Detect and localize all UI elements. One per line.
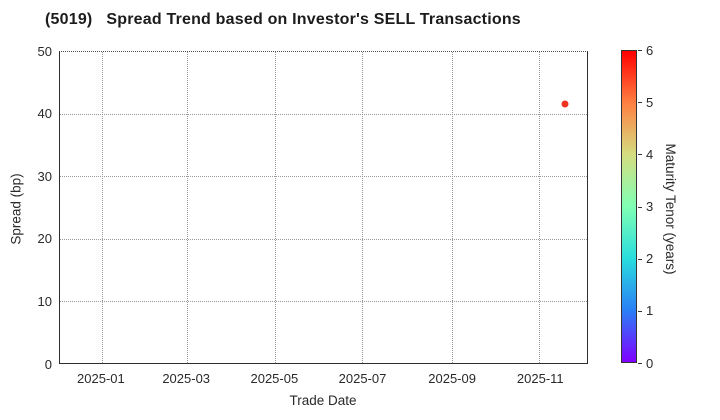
y-gridline: [60, 114, 587, 116]
y-tick-label: 20: [37, 231, 52, 247]
colorbar-tick: [638, 102, 642, 104]
x-gridline: [362, 52, 364, 363]
chart-title: (5019) Spread Trend based on Investor's …: [45, 11, 521, 28]
colorbar-tick: [638, 50, 642, 51]
y-gridline: [60, 176, 587, 178]
colorbar-tick: [638, 258, 642, 260]
x-axis-label: Trade Date: [289, 393, 357, 408]
colorbar-tick: [638, 206, 642, 208]
y-gridline: [60, 300, 587, 302]
y-tick-label: 40: [37, 106, 52, 122]
x-tick-label: 2025-05: [250, 371, 299, 386]
colorbar-gradient: [621, 50, 637, 363]
y-gridline: [60, 238, 587, 240]
x-gridline: [539, 52, 541, 363]
colorbar-tick-label: 5: [646, 94, 654, 110]
y-tick-label: 50: [37, 43, 52, 59]
colorbar-tick-label: 4: [646, 146, 654, 162]
y-tick-label: 0: [44, 356, 52, 372]
scatter-point: [561, 100, 569, 108]
colorbar-tick: [638, 154, 642, 156]
x-gridline: [274, 52, 276, 363]
x-gridline: [101, 52, 103, 363]
y-tick-label: 30: [37, 168, 52, 184]
colorbar-tick-label: 1: [646, 303, 654, 319]
colorbar-tick-label: 6: [646, 42, 654, 58]
x-gridline: [451, 52, 453, 363]
x-tick-label: 2025-07: [338, 371, 387, 386]
y-tick-label: 10: [37, 293, 52, 309]
colorbar-label: Maturity Tenor (years): [663, 143, 678, 275]
x-tick-label: 2025-11: [516, 371, 564, 386]
x-tick-label: 2025-03: [162, 371, 211, 386]
colorbar-tick: [638, 310, 642, 312]
colorbar-tick-label: 2: [646, 251, 654, 267]
colorbar-tick-label: 0: [646, 355, 654, 371]
x-tick-label: 2025-09: [428, 371, 476, 386]
colorbar-tick: [638, 363, 642, 364]
x-gridline: [186, 52, 188, 363]
colorbar-tick-label: 3: [646, 199, 654, 214]
x-tick-label: 2025-01: [77, 371, 125, 386]
plot-area: [59, 51, 588, 364]
